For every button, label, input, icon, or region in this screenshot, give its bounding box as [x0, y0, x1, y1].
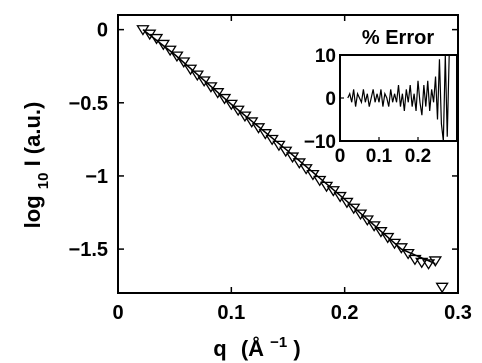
data-point-marker — [306, 169, 320, 181]
y-tick-label: −1.5 — [69, 239, 108, 261]
inset-x-tick-label: 0.1 — [366, 146, 393, 167]
data-point-marker — [428, 256, 443, 267]
data-point-marker — [149, 33, 164, 45]
x-tick-label: 0.3 — [444, 302, 472, 324]
data-point-marker — [421, 259, 436, 270]
x-axis-label: q (Å −1 ) — [213, 327, 300, 361]
x-axis-label-unit-exponent: −1 — [270, 334, 287, 351]
data-point-marker — [279, 146, 293, 158]
data-point-marker — [177, 57, 191, 68]
inset-y-tick-label: 0 — [325, 89, 336, 110]
plot-frame — [117, 14, 459, 294]
data-point-marker — [394, 243, 409, 254]
data-point-marker — [292, 158, 307, 169]
main-series — [136, 25, 449, 294]
data-point-marker — [435, 282, 449, 294]
data-point-marker — [333, 191, 347, 203]
error-line — [347, 54, 450, 142]
data-point-marker — [197, 76, 211, 88]
data-point-marker — [258, 129, 273, 140]
data-point-marker — [190, 70, 205, 82]
y-axis-label: log 10 I (a.u.) — [20, 102, 53, 229]
data-point-marker — [272, 140, 286, 152]
data-point-marker — [170, 51, 184, 63]
inset-panel: 100−100 0.1 0.2 % Error — [304, 27, 458, 167]
data-point-marker — [374, 227, 388, 238]
main-ticks: 0 0.1 0.2 0.3 0 −0.5 −1 −1.5 — [69, 15, 472, 324]
inset-x-tick-label: 0 — [335, 146, 346, 167]
fit-line — [142, 29, 436, 265]
data-point-marker — [360, 215, 375, 227]
inset-x-tick-label: 0.2 — [405, 146, 431, 167]
y-tick-label: −1 — [85, 166, 108, 188]
data-point-marker — [326, 186, 341, 197]
x-tick-label: 0 — [112, 302, 123, 324]
x-tick-label: 0.1 — [217, 302, 245, 324]
data-point-marker — [347, 203, 361, 215]
x-axis-label-unit-open: (Å — [241, 335, 264, 361]
inset-y-tick-label: −10 — [304, 132, 336, 153]
x-axis-label-unit-close: ) — [293, 336, 300, 361]
x-tick-label: 0.2 — [331, 302, 359, 324]
data-point-marker — [238, 111, 252, 123]
inset-series — [347, 54, 450, 142]
data-point-marker — [204, 82, 218, 93]
data-point-marker — [353, 209, 368, 221]
data-point-marker — [245, 117, 259, 128]
inset-title: % Error — [362, 27, 434, 49]
data-point-marker — [401, 248, 415, 260]
data-point-marker — [299, 164, 313, 175]
y-axis-label-subscript: 10 — [35, 173, 52, 190]
data-point-marker — [265, 134, 279, 146]
data-point-marker — [285, 152, 300, 164]
y-axis-label-base: log — [20, 195, 45, 228]
data-point-marker — [163, 45, 177, 57]
data-point-marker — [183, 64, 198, 76]
inset-y-tick-label: 10 — [315, 46, 336, 67]
y-tick-label: −0.5 — [69, 93, 108, 115]
data-point-marker — [156, 39, 171, 51]
data-point-marker — [224, 99, 239, 111]
x-axis-label-symbol: q — [213, 336, 226, 361]
data-point-marker — [217, 93, 232, 105]
y-tick-label: 0 — [97, 20, 108, 42]
data-point-marker — [231, 105, 245, 117]
y-axis-label-rest: I (a.u.) — [20, 102, 45, 167]
data-point-marker — [313, 175, 327, 187]
data-point-marker — [211, 88, 225, 99]
data-point-marker — [340, 197, 354, 209]
data-point-marker — [381, 232, 395, 244]
inset-ticks: 100−100 0.1 0.2 — [304, 46, 431, 167]
data-point-marker — [367, 221, 381, 232]
data-point-marker — [251, 123, 266, 134]
